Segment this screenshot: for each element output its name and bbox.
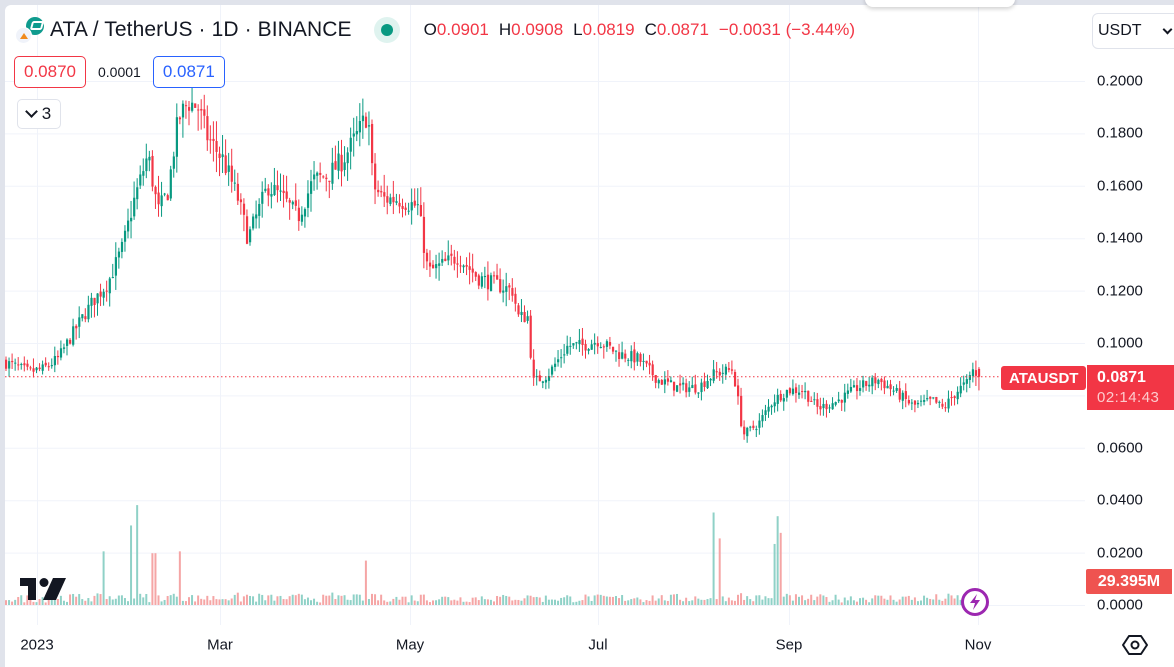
chart-frame (5, 5, 1174, 667)
time-axis-label: Jul (588, 636, 608, 654)
high-value: 0.0908 (511, 20, 564, 39)
close-value: 0.0871 (656, 20, 709, 39)
price-axis-label: 0.0200 (1097, 544, 1143, 562)
currency-selector[interactable]: USDT (1092, 13, 1174, 49)
chevron-down-icon (24, 105, 38, 118)
price-axis-label: 0.0600 (1097, 439, 1143, 457)
last-price-tag: 0.0871 02:14:43 (1087, 365, 1174, 410)
symbol-price-tag: ATAUSDT (1001, 366, 1087, 390)
price-axis-label: 0.1000 (1097, 334, 1143, 352)
price-axis-label: 0.1200 (1097, 282, 1143, 300)
price-axis-label: 0.0000 (1097, 596, 1143, 614)
price-axis-label: 0.1600 (1097, 177, 1143, 195)
settings-icon[interactable] (1121, 631, 1149, 659)
time-axis-label: 2023 (20, 636, 54, 654)
change-value: −0.0031 (−3.44%) (718, 20, 856, 39)
time-axis-label: May (395, 636, 425, 654)
symbol-legend: ATA / TetherUS · 1D · BINANCE O 0.0901 H… (14, 15, 855, 45)
volume-tag: 29.395M (1086, 569, 1172, 594)
time-axis-label: Sep (775, 636, 803, 654)
last-price: 0.0871 (1097, 369, 1146, 386)
price-axis-label: 0.1400 (1097, 229, 1143, 247)
ohlc-values: O 0.0901 H 0.0908 L 0.0819 C 0.0871 −0.0… (424, 20, 855, 40)
buy-button[interactable]: 0.0871 (152, 56, 225, 88)
time-axis-label: Nov (964, 636, 992, 654)
market-open-icon[interactable] (373, 17, 400, 43)
trade-buttons: 0.0870 0.0001 0.0871 (14, 56, 225, 88)
price-axis-label: 0.1800 (1097, 124, 1143, 142)
spread-value: 0.0001 (98, 64, 141, 80)
low-value: 0.0819 (582, 20, 635, 39)
currency-value: USDT (1098, 22, 1142, 39)
sell-button[interactable]: 0.0870 (14, 56, 86, 88)
low-label: L (573, 20, 583, 39)
open-label: O (423, 20, 437, 39)
symbol-logo (14, 15, 48, 45)
price-axis-label: 0.2000 (1097, 72, 1143, 90)
open-value: 0.0901 (436, 20, 489, 39)
time-axis-label: Mar (207, 636, 233, 654)
close-label: C (644, 20, 657, 39)
symbol-title[interactable]: ATA / TetherUS · 1D · BINANCE (50, 18, 352, 41)
bar-countdown: 02:14:43 (1097, 389, 1160, 406)
chevron-down-icon (1162, 24, 1173, 34)
indicators-count: 3 (41, 104, 52, 123)
tradingview-logo-icon[interactable] (20, 578, 66, 607)
lightning-icon[interactable] (961, 588, 989, 616)
binance-icon (15, 27, 32, 44)
indicators-toggle-button[interactable]: 3 (17, 99, 61, 129)
floating-toolbar-edge (865, 0, 1015, 7)
high-label: H (498, 20, 512, 39)
price-axis-label: 0.0400 (1097, 491, 1143, 509)
